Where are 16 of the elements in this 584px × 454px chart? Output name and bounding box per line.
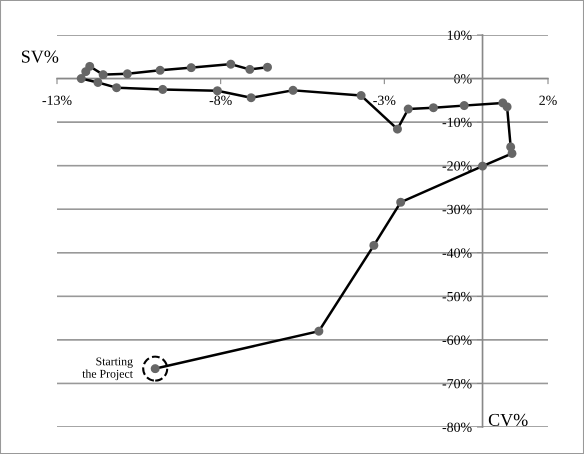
y-axis-title: SV%: [22, 50, 58, 63]
y-tick-label: 10%: [448, 30, 472, 40]
y-tick-label: -20%: [442, 161, 472, 171]
x-tick-label: -13%: [42, 96, 72, 106]
y-tick-label: -80%: [442, 422, 472, 432]
x-tick-label: -8%: [210, 96, 232, 106]
y-tick-label: -60%: [442, 335, 472, 345]
x-axis-title: CV%: [488, 414, 528, 426]
y-tick-label: -50%: [442, 292, 472, 302]
annotation: Starting the Project: [82, 357, 133, 380]
y-tick-label: -40%: [442, 248, 472, 258]
y-tick-label: -30%: [442, 204, 472, 214]
x-tick-label: 2%: [539, 96, 557, 106]
y-tick-label: -70%: [442, 379, 472, 388]
y-tick-label: -10%: [442, 118, 472, 128]
x-tick-label: -3%: [373, 96, 396, 106]
